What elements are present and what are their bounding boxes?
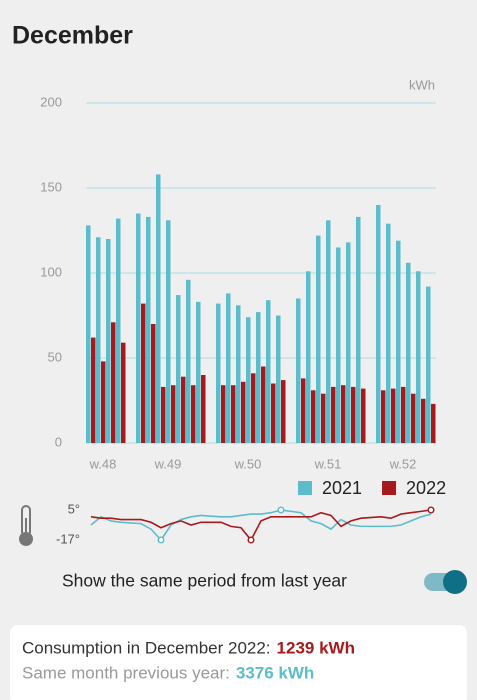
- summary-card: [10, 625, 467, 700]
- bar: [401, 386, 406, 443]
- bar: [201, 375, 206, 443]
- bar: [86, 225, 91, 443]
- legend-label: 2022: [406, 478, 446, 498]
- bar: [296, 298, 301, 443]
- bar: [216, 303, 221, 443]
- temperature-line: [90, 509, 432, 542]
- bar: [246, 317, 251, 443]
- y-tick-label: 5°: [68, 501, 80, 516]
- bar: [226, 293, 231, 443]
- bar: [106, 239, 111, 443]
- bar: [416, 271, 421, 443]
- bar: [261, 366, 266, 443]
- bar: [406, 262, 411, 443]
- bar: [421, 398, 426, 443]
- y-tick-label: 50: [48, 349, 62, 364]
- bar: [191, 385, 196, 443]
- bar: [91, 337, 96, 443]
- bar: [316, 235, 321, 443]
- y-tick-label: 200: [40, 94, 62, 109]
- bar: [311, 390, 316, 443]
- bar: [306, 271, 311, 443]
- legend-swatch: [382, 481, 397, 495]
- consumption-label: Consumption in December 2022:: [22, 638, 271, 657]
- bar: [161, 386, 166, 443]
- bar: [431, 403, 436, 443]
- legend-label: 2021: [322, 478, 362, 498]
- x-tick-label: w.48: [89, 456, 117, 471]
- x-tick-label: w.51: [314, 456, 342, 471]
- bar: [176, 295, 181, 443]
- bar: [156, 174, 161, 443]
- x-tick-label: w.49: [154, 456, 182, 471]
- bar: [301, 378, 306, 443]
- bar: [251, 373, 256, 443]
- bar: [331, 386, 336, 443]
- bar: [271, 383, 276, 443]
- page-title: December: [12, 22, 133, 50]
- bar: [281, 380, 286, 443]
- bar: [241, 381, 246, 443]
- bar: [336, 247, 341, 443]
- bar: [381, 390, 386, 443]
- bar: [276, 315, 281, 443]
- bar: [236, 305, 241, 443]
- toggle-label: Show the same period from last year: [62, 571, 347, 591]
- bar: [386, 223, 391, 443]
- y-tick-label: 0: [55, 434, 62, 449]
- bar: [186, 279, 191, 443]
- bar: [111, 322, 116, 443]
- toggle-knob: [443, 570, 467, 594]
- bar: [396, 240, 401, 443]
- bar: [136, 213, 141, 443]
- bar: [101, 361, 106, 443]
- bar: [266, 300, 271, 443]
- bar: [411, 393, 416, 443]
- extreme-marker: [247, 536, 255, 544]
- bar: [121, 342, 126, 443]
- bar: [391, 388, 396, 443]
- bar: [141, 303, 146, 443]
- bar: [166, 220, 171, 443]
- bar: [376, 205, 381, 443]
- toggle-switch[interactable]: [424, 570, 467, 594]
- extreme-marker: [277, 506, 285, 514]
- bar: [116, 218, 121, 443]
- y-tick-label: 100: [40, 264, 62, 279]
- bar: [171, 385, 176, 443]
- bar: [96, 237, 101, 443]
- x-tick-label: w.52: [389, 456, 417, 471]
- unit-label: kWh: [409, 77, 435, 92]
- bar: [196, 301, 201, 443]
- bar: [151, 324, 156, 443]
- previous-label: Same month previous year:: [22, 663, 230, 682]
- bar: [351, 386, 356, 443]
- y-tick-label: -17°: [56, 531, 80, 546]
- bar: [356, 216, 361, 443]
- bar: [146, 216, 151, 443]
- bar: [181, 376, 186, 443]
- thermometer-icon: [19, 505, 33, 546]
- extreme-marker: [427, 506, 435, 514]
- extreme-marker: [157, 536, 165, 544]
- bar: [326, 220, 331, 443]
- bar: [321, 393, 326, 443]
- previous-value: 3376 kWh: [236, 663, 314, 682]
- y-tick-label: 150: [40, 179, 62, 194]
- bar: [361, 388, 366, 443]
- bar: [426, 286, 431, 443]
- temperature-line: [90, 509, 432, 542]
- bar: [346, 242, 351, 443]
- bar: [341, 385, 346, 443]
- bar: [231, 385, 236, 443]
- legend-swatch: [298, 481, 312, 495]
- consumption-value: 1239 kWh: [277, 638, 355, 657]
- bar: [221, 385, 226, 443]
- x-tick-label: w.50: [234, 456, 262, 471]
- bar: [256, 312, 261, 443]
